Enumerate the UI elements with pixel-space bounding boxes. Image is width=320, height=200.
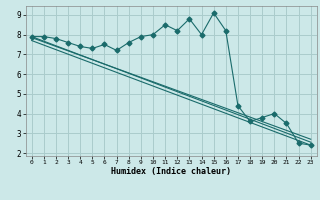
- X-axis label: Humidex (Indice chaleur): Humidex (Indice chaleur): [111, 167, 231, 176]
